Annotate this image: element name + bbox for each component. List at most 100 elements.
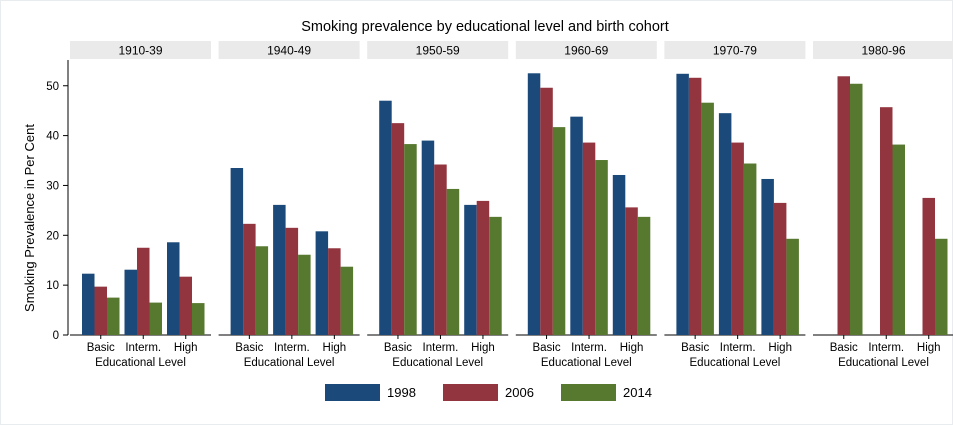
x-axis-label: Educational Level: [690, 357, 781, 369]
x-axis-label: Educational Level: [541, 357, 632, 369]
x-tick-label: High: [620, 342, 644, 354]
bar: [328, 248, 341, 335]
facet-panel: 1950-59 Basic Interm. High Educational Level: [367, 41, 509, 369]
x-tick-label: Basic: [87, 342, 115, 354]
bar: [570, 116, 583, 335]
facet-title: 1910-39: [118, 44, 162, 58]
facet-panel: 1910-39 Basic Interm. High Educational Level: [70, 41, 211, 369]
x-tick-label: High: [323, 342, 347, 354]
bar: [688, 77, 702, 336]
x-axis-label: Educational Level: [95, 357, 186, 369]
bar: [761, 178, 774, 335]
bar: [743, 163, 757, 335]
facet-title: 1980-96: [861, 44, 905, 58]
facet-title: 1970-79: [713, 44, 757, 58]
bar: [595, 160, 608, 335]
bar: [637, 216, 651, 335]
bar: [612, 174, 626, 335]
facet-panel: 1970-79 Basic Interm. High Educational Level: [664, 41, 806, 369]
bar: [179, 276, 192, 335]
bar: [107, 297, 120, 335]
bar: [540, 87, 553, 335]
facet-strip: [515, 41, 657, 59]
bar: [731, 142, 744, 335]
facet-panel: 1940-49 Basic Interm. High Educational Level: [218, 41, 360, 369]
bar: [582, 142, 596, 335]
facet-title: 1940-49: [267, 44, 311, 58]
legend-label: 2014: [623, 385, 652, 400]
facet-strip: [70, 41, 211, 59]
bar: [676, 73, 689, 335]
x-axis-label: Educational Level: [392, 357, 483, 369]
facet-panel: 1980-96 Basic Interm. High Educational Level: [813, 41, 953, 369]
bar: [773, 202, 787, 335]
bar: [315, 231, 329, 335]
x-tick-label: Interm.: [868, 342, 904, 354]
facet-panels: 1910-39 Basic Interm. High Educational Level…: [70, 41, 953, 369]
y-tick-label: 30: [46, 180, 59, 192]
bar: [391, 123, 405, 335]
legend-swatch: [325, 384, 380, 401]
x-tick-label: High: [768, 342, 792, 354]
bar: [552, 127, 566, 335]
legend: 1998 2006 2014: [325, 384, 652, 401]
x-tick-label: Interm.: [720, 342, 756, 354]
x-tick-label: High: [174, 342, 198, 354]
x-tick-label: Basic: [384, 342, 412, 354]
bar: [935, 238, 948, 335]
bar: [379, 100, 392, 335]
x-tick-label: Basic: [235, 342, 263, 354]
x-axis-label: Educational Level: [838, 357, 929, 369]
legend-swatch: [561, 384, 616, 401]
bar: [167, 242, 180, 335]
bar: [285, 227, 299, 335]
y-axis-label: Smoking Prevalence in Per Cent: [22, 124, 37, 312]
bar: [124, 269, 137, 335]
x-tick-label: Basic: [830, 342, 858, 354]
facet-strip: [218, 41, 360, 59]
y-tick-label: 50: [46, 81, 59, 93]
bar: [298, 254, 311, 335]
bar: [922, 197, 935, 335]
facet-strip: [664, 41, 806, 59]
bar: [255, 246, 269, 335]
bar: [434, 164, 447, 335]
bar: [82, 273, 95, 335]
bar: [527, 73, 541, 335]
facet-strip: [367, 41, 509, 59]
x-axis-label: Educational Level: [244, 357, 335, 369]
bar: [850, 83, 863, 335]
x-tick-label: Basic: [681, 342, 709, 354]
legend-swatch: [443, 384, 498, 401]
y-axis: 0 10 20 30 40 50: [46, 60, 69, 342]
bar: [243, 223, 256, 335]
y-tick-label: 20: [46, 230, 59, 242]
bar: [625, 207, 638, 335]
x-tick-label: Interm.: [125, 342, 161, 354]
x-tick-label: Interm.: [571, 342, 607, 354]
bar: [489, 216, 502, 335]
bar: [786, 238, 799, 335]
bar: [701, 102, 714, 335]
facet-title: 1960-69: [564, 44, 608, 58]
legend-label: 2006: [505, 385, 534, 400]
bar: [230, 168, 244, 335]
bar: [464, 204, 477, 335]
bar: [892, 144, 905, 335]
bar: [837, 76, 850, 335]
bar: [421, 140, 435, 335]
y-tick-label: 0: [53, 330, 59, 342]
x-tick-label: Basic: [532, 342, 560, 354]
x-tick-label: High: [917, 342, 941, 354]
bar: [137, 247, 150, 335]
chart-title: Smoking prevalence by educational level …: [301, 19, 669, 35]
facet-title: 1950-59: [416, 44, 460, 58]
bar: [476, 200, 490, 335]
bar: [404, 144, 417, 335]
bar: [340, 266, 354, 335]
bar: [880, 107, 893, 335]
bar: [446, 188, 460, 335]
bar: [149, 302, 162, 335]
bar: [94, 286, 107, 335]
